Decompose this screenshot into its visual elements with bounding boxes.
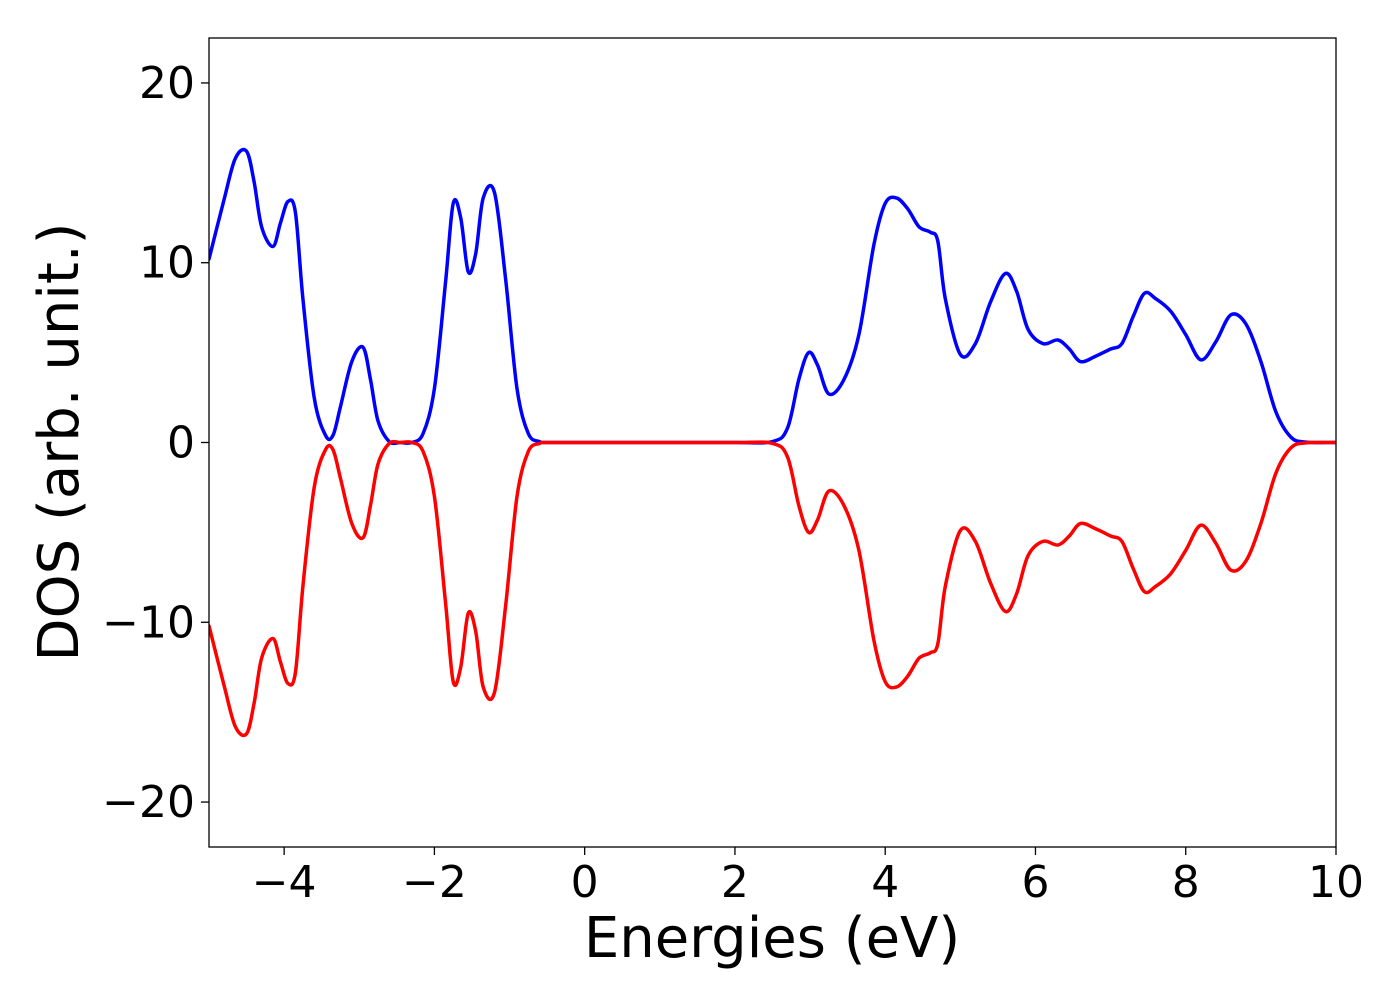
x-tick-label: −2 bbox=[402, 857, 467, 908]
y-tick-label: 10 bbox=[139, 238, 195, 289]
y-tick-label: −20 bbox=[102, 777, 195, 828]
x-tick-label: 6 bbox=[1021, 857, 1049, 908]
y-axis-label: DOS (arb. unit.) bbox=[27, 222, 92, 661]
x-axis: −4 −2 0 2 4 6 8 10 bbox=[252, 847, 1364, 908]
series-line-1 bbox=[209, 147, 1336, 446]
x-tick-label: 0 bbox=[571, 857, 599, 908]
x-tick-label: 2 bbox=[721, 857, 749, 908]
x-tick-label: −4 bbox=[252, 857, 317, 908]
x-axis-label: Energies (eV) bbox=[584, 906, 960, 971]
x-tick-label: 8 bbox=[1172, 857, 1200, 908]
plot-area bbox=[208, 37, 1337, 848]
y-tick-label: 0 bbox=[167, 418, 195, 469]
x-tick-label: 10 bbox=[1308, 857, 1364, 908]
series-line-2 bbox=[209, 439, 1336, 738]
y-tick-label: 20 bbox=[139, 58, 195, 109]
y-tick-label: −10 bbox=[102, 597, 195, 648]
x-tick-label: 4 bbox=[871, 857, 899, 908]
series-group bbox=[209, 147, 1336, 738]
y-axis: 20 10 0 −10 −20 bbox=[102, 58, 209, 828]
